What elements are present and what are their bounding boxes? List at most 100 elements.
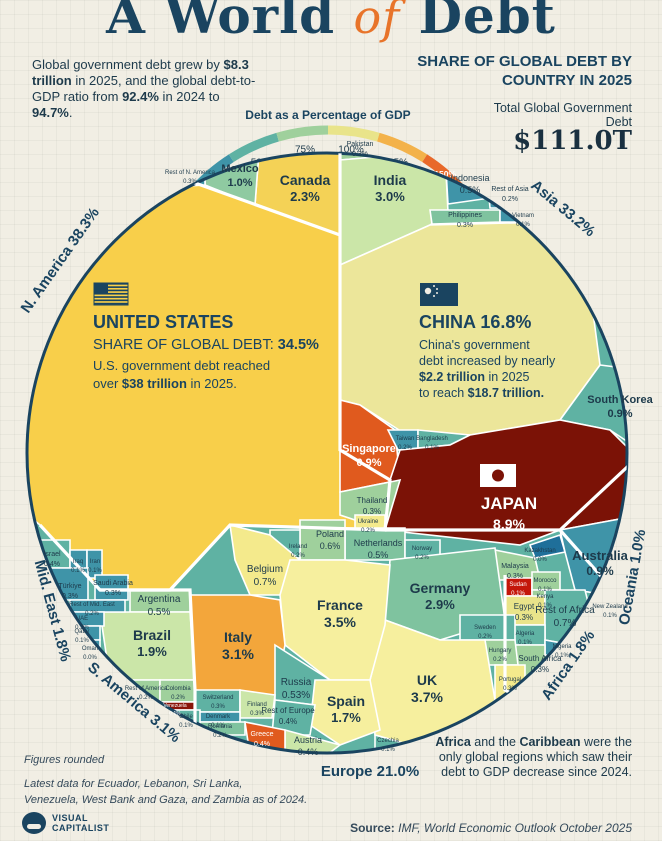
- value-singapore: 0.9%: [356, 457, 381, 469]
- visual-capitalist-logo-icon: [22, 812, 46, 834]
- value-south-korea: 0.9%: [607, 408, 632, 420]
- value-romania: 0.2%: [213, 733, 227, 739]
- label-kazakhstan: Kazakhstan: [524, 548, 555, 554]
- label-romania: Romania: [208, 724, 233, 730]
- value-rest-of-america: 0.2%: [139, 695, 153, 701]
- us-note-1: U.S. government debt reached: [93, 358, 270, 373]
- value-austria: 0.4%: [298, 747, 319, 757]
- value-brazil: 1.9%: [137, 644, 167, 659]
- total-debt-label: Total Global Government Debt: [493, 101, 632, 129]
- label-spain: Spain: [327, 693, 365, 709]
- us-title: UNITED STATES: [93, 312, 233, 332]
- label-brazil: Brazil: [133, 627, 171, 643]
- label-canada: Canada: [280, 172, 331, 188]
- region-borders: [38, 153, 627, 745]
- cell-saudi-arabia: [94, 574, 129, 601]
- page-title: A World of Debt: [106, 0, 556, 45]
- label-saudi-arabia: Saudi Arabia: [93, 580, 133, 587]
- label-south-korea: South Korea: [587, 394, 653, 406]
- value-morocco: 0.1%: [538, 587, 552, 593]
- cell-italy: [189, 594, 286, 696]
- us-flag-icon: [93, 282, 129, 306]
- label-chile: Chile: [179, 714, 193, 720]
- value-rest-of-africa: 0.7%: [554, 618, 577, 629]
- value-italy: 3.1%: [222, 646, 254, 662]
- value-israel: 0.4%: [44, 561, 60, 568]
- region-label-oceania: Oceania 1.0%: [616, 528, 650, 626]
- china-note-1: China's government: [419, 338, 530, 352]
- label-portugal: Portugal: [499, 677, 521, 683]
- label-vietnam: Vietnam: [512, 213, 534, 219]
- label-austria: Austria: [294, 735, 322, 745]
- label-switzerland: Switzerland: [202, 695, 233, 701]
- value-india: 3.0%: [375, 189, 405, 204]
- value-rest-of-mid-east: 0.2%: [85, 611, 99, 617]
- label-nigeria: Nigeria: [552, 644, 572, 650]
- value-uk: 3.7%: [411, 689, 443, 705]
- label-russia: Russia: [281, 677, 312, 688]
- callout-text: Africa and the Caribbean were the only g…: [435, 735, 632, 779]
- value-switzerland: 0.3%: [211, 704, 225, 710]
- label-venezuela: Venezuela: [163, 703, 187, 709]
- label-t-rkiye: Türkiye: [59, 583, 82, 590]
- label-rest-of-asia: Rest of Asia: [491, 186, 528, 193]
- value-taiwan: 0.2%: [398, 445, 412, 451]
- value-iran: 0.1%: [88, 568, 102, 574]
- cell-finland: [239, 689, 276, 719]
- country-cells: [27, 153, 627, 753]
- value-thailand: 0.3%: [363, 507, 381, 516]
- label-france: France: [317, 597, 363, 613]
- us-share: SHARE OF GLOBAL DEBT: 34.5%: [93, 337, 319, 353]
- value-sweden: 0.2%: [478, 634, 492, 640]
- label-singapore: Singapore: [342, 443, 396, 455]
- total-debt-value: $111.0T: [513, 126, 632, 156]
- value-argentina: 0.5%: [148, 607, 171, 618]
- cell-rest-of-europe: [271, 699, 316, 736]
- label-netherlands: Netherlands: [354, 538, 403, 548]
- outer-ring: [25, 151, 629, 755]
- label-ukraine: Ukraine: [358, 519, 379, 525]
- brand-logo[interactable]: VISUAL CAPITALIST: [22, 812, 109, 834]
- legend-tick-6: 150%: [434, 169, 456, 179]
- region-label-europe: Europe 21.0%: [321, 763, 419, 780]
- value-venezuela: 0.1%: [169, 711, 181, 717]
- value-japan: 8.9%: [493, 516, 525, 532]
- label-czechia: Czechia: [377, 738, 399, 744]
- value-ireland: 0.2%: [291, 553, 305, 559]
- region-border-5: [100, 588, 197, 745]
- label-kenya: Kenya: [536, 594, 554, 600]
- us-note-2: over $38 trillion in 2025.: [93, 376, 237, 391]
- label-taiwan: Taiwan: [396, 436, 415, 442]
- label-sweden: Sweden: [474, 625, 496, 631]
- legend-segment-3: [276, 125, 329, 142]
- value-t-rkiye: 0.3%: [62, 593, 78, 600]
- value-egypt: 0.3%: [515, 613, 533, 622]
- label-new-zealand: New Zealand: [592, 604, 627, 610]
- label-rest-of-america: Rest of America: [125, 686, 168, 692]
- value-saudi-arabia: 0.3%: [105, 590, 121, 597]
- label-norway: Norway: [412, 546, 432, 552]
- value-philippines: 0.3%: [457, 222, 473, 229]
- label-uk: UK: [417, 672, 437, 688]
- value-norway: 0.2%: [415, 555, 429, 561]
- value-new-zealand: 0.1%: [603, 613, 617, 619]
- value-nigeria: 0.1%: [555, 653, 569, 659]
- label-india: India: [374, 172, 407, 188]
- value-hungary: 0.2%: [493, 657, 507, 663]
- value-canada: 2.3%: [290, 189, 320, 204]
- source-note: Source: IMF, World Economic Outlook Octo…: [350, 821, 632, 835]
- label-ireland: Ireland: [289, 544, 307, 550]
- label-israel: Israel: [43, 551, 61, 558]
- label-poland: Poland: [316, 529, 344, 539]
- label-finland: Finland: [247, 702, 267, 708]
- label-morocco: Morocco: [533, 578, 557, 584]
- label-mexico: Mexico: [221, 163, 259, 175]
- note-latest-2: Venezuela, West Bank and Gaza, and Zambi…: [24, 794, 308, 806]
- label-belgium: Belgium: [247, 564, 283, 575]
- label-indonesia: Indonesia: [450, 173, 489, 183]
- value-qatar: 0.1%: [75, 638, 89, 644]
- label-japan: JAPAN: [481, 494, 537, 513]
- label-australia: Australia: [572, 548, 628, 563]
- china-title: CHINA 16.8%: [419, 312, 531, 332]
